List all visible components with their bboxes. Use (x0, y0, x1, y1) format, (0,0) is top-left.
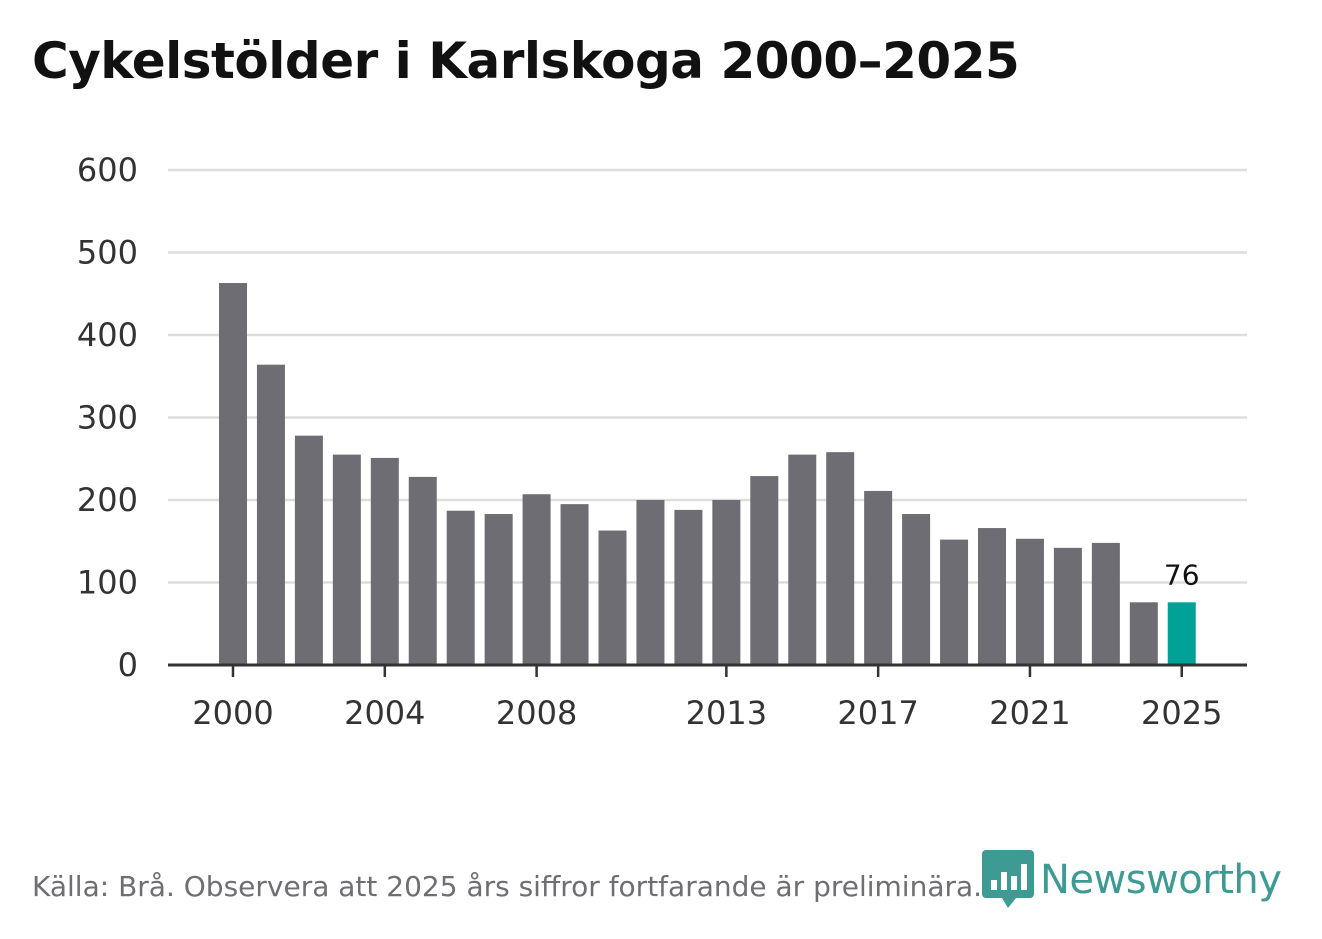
y-tick-label-600: 600 (77, 151, 138, 189)
y-axis-ticks: 0 100 200 300 400 500 600 (77, 151, 138, 684)
y-tick-label-300: 300 (77, 399, 138, 437)
x-tick-label-2025: 2025 (1141, 694, 1222, 732)
newsworthy-logo[interactable]: Newsworthy (982, 850, 1282, 910)
bar-2009 (560, 504, 589, 665)
y-tick-label-400: 400 (77, 316, 138, 354)
bar-2016 (826, 452, 855, 665)
newsworthy-bar-chart-icon (982, 850, 1034, 908)
bar-2014 (750, 476, 779, 665)
bar-2010 (598, 530, 627, 665)
bar-2005 (408, 476, 437, 665)
bar-2000 (219, 283, 247, 665)
bar-2018 (902, 514, 931, 665)
bar-2024 (1129, 602, 1158, 665)
x-axis-ticks: 2000 2004 2008 2013 2017 2021 2025 (192, 665, 1222, 732)
x-tick-label-2013: 2013 (686, 694, 767, 732)
source-note: Källa: Brå. Observera att 2025 års siffr… (32, 870, 983, 903)
bar-2022 (1053, 547, 1082, 665)
y-tick-label-200: 200 (77, 481, 138, 519)
bar-2023 (1091, 542, 1120, 665)
y-tick-label-100: 100 (77, 564, 138, 602)
bar-2025 (1167, 602, 1196, 665)
brand-name: Newsworthy (1040, 857, 1282, 903)
bar-2012 (674, 509, 703, 665)
bar-2003 (332, 454, 361, 665)
bar-2011 (636, 500, 665, 665)
bar-2017 (864, 490, 893, 665)
bar-2007 (484, 514, 513, 665)
bar-chart: 0 100 200 300 400 500 600 2000 2004 2008 2013 2017… (77, 151, 1247, 732)
bar-2006 (446, 510, 475, 665)
x-tick-label-2021: 2021 (989, 694, 1070, 732)
gridlines (168, 168, 1247, 584)
x-tick-label-2008: 2008 (496, 694, 577, 732)
bar-2008 (522, 494, 551, 665)
bar-2001 (256, 364, 285, 665)
bars (219, 283, 1196, 665)
bar-2004 (370, 457, 399, 665)
x-tick-label-2000: 2000 (192, 694, 273, 732)
data-labels: 76 (1164, 558, 1200, 591)
data-label-2025: 76 (1164, 558, 1200, 591)
bar-2020 (978, 528, 1006, 665)
x-tick-label-2017: 2017 (837, 694, 918, 732)
chart-title: Cykelstölder i Karlskoga 2000–2025 (32, 32, 1020, 90)
bar-2013 (712, 500, 741, 665)
bar-2019 (940, 539, 969, 665)
bar-2021 (1015, 538, 1044, 665)
bar-2015 (788, 454, 817, 665)
x-tick-label-2004: 2004 (344, 694, 425, 732)
y-tick-label-0: 0 (118, 646, 138, 684)
y-tick-label-500: 500 (77, 234, 138, 272)
bar-2002 (294, 435, 323, 665)
